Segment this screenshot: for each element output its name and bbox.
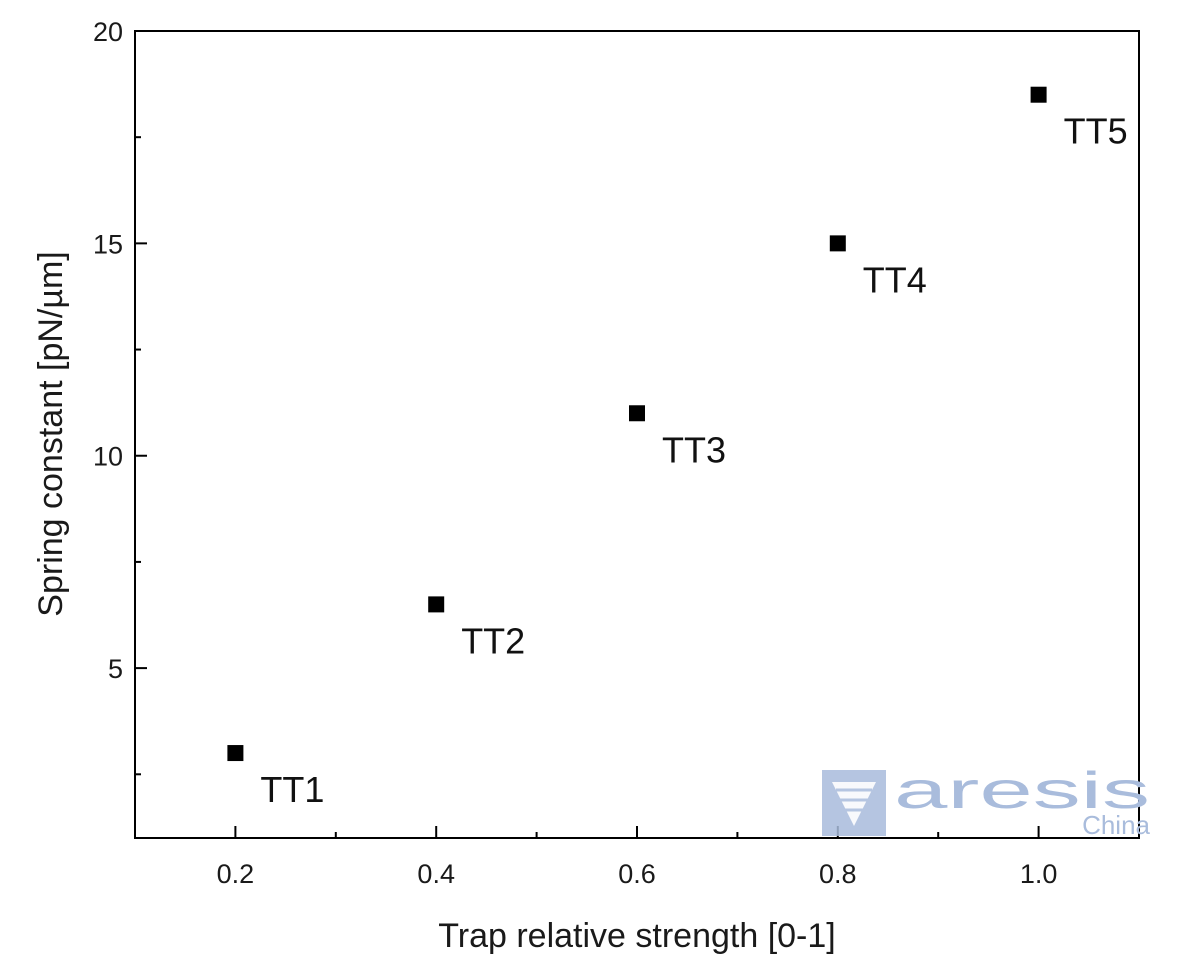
data-point-label: TT3: [662, 429, 726, 470]
y-tick-label: 5: [108, 654, 123, 684]
x-tick-label: 1.0: [1020, 859, 1058, 889]
x-axis: 0.2 0.4 0.6 0.8 1.0: [217, 826, 1058, 889]
plot-frame: [134, 30, 1140, 839]
x-tick-label: 0.8: [819, 859, 857, 889]
aresis-logo-icon: [822, 770, 886, 836]
data-point-label: TT4: [863, 259, 927, 300]
data-point-marker: [1030, 86, 1047, 103]
watermark-sub: China: [1082, 810, 1150, 840]
x-tick-label: 0.2: [217, 859, 255, 889]
y-axis-label: Spring constant [pN/µm]: [32, 251, 70, 616]
x-tick-label: 0.4: [417, 859, 455, 889]
watermark-logo: aresis China: [822, 762, 1151, 840]
y-axis: 5 10 15 20: [93, 17, 147, 776]
x-tick-label: 0.6: [618, 859, 656, 889]
watermark-brand: aresis: [894, 762, 1150, 820]
data-point-marker: [428, 596, 445, 613]
y-tick-label: 20: [93, 17, 123, 47]
y-tick-label: 10: [93, 442, 123, 472]
data-point-label: TT1: [260, 769, 324, 810]
data-point-marker: [629, 405, 645, 422]
data-point-marker: [227, 745, 244, 762]
x-axis-label: Trap relative strength [0-1]: [438, 917, 835, 955]
data-point-marker: [829, 235, 846, 252]
data-point-label: TT5: [1064, 111, 1128, 152]
data-point-label: TT2: [461, 620, 525, 661]
y-tick-label: 15: [93, 229, 123, 259]
data-points: TT1 TT2 TT3 TT4 TT5: [227, 86, 1128, 810]
